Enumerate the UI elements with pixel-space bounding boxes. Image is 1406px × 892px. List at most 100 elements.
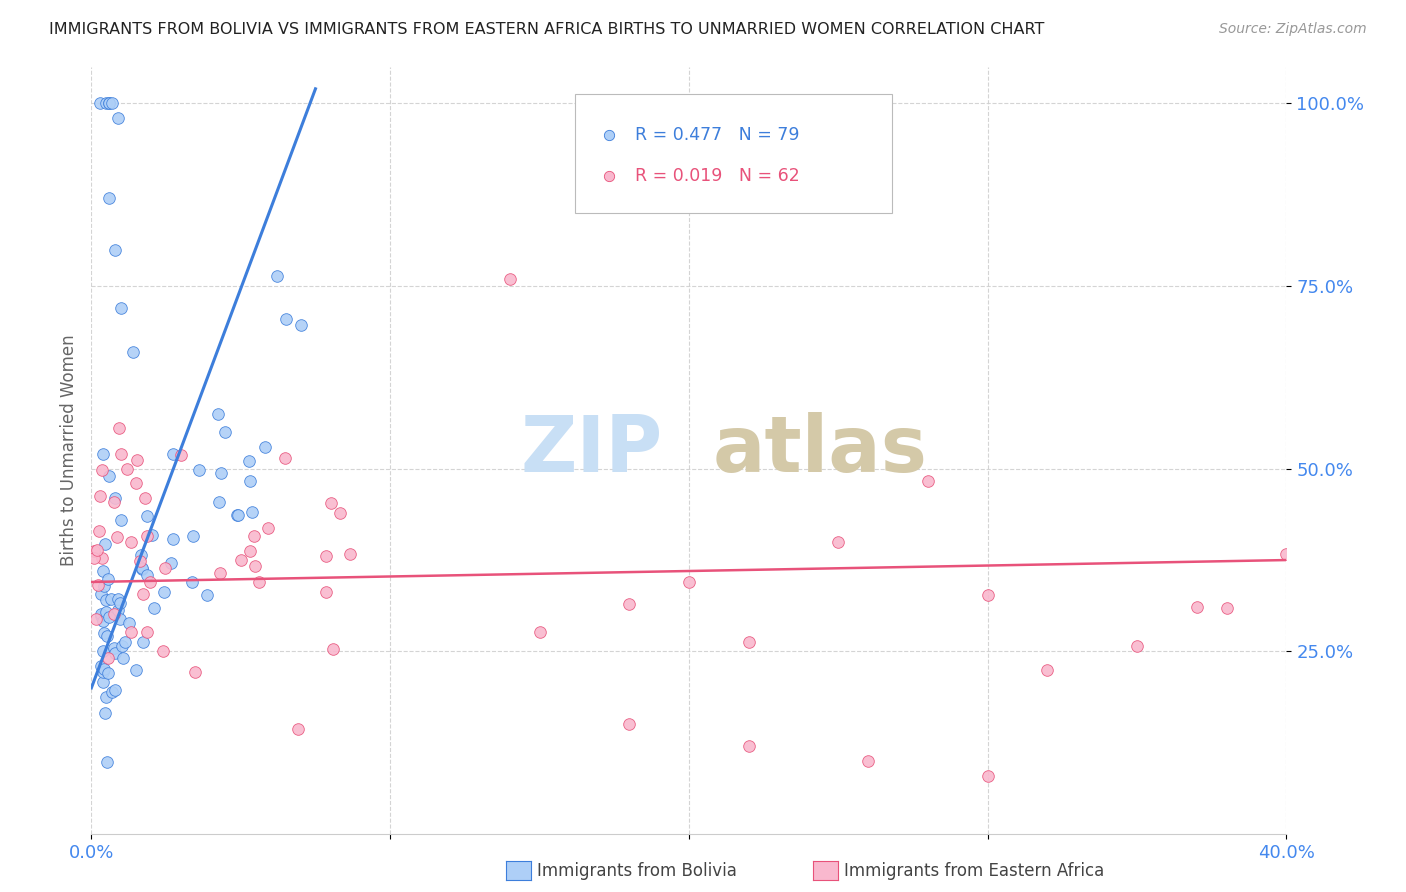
Point [101, 96, 124, 111]
Point [103, 607, 125, 621]
Point [208, 495, 231, 509]
Point [104, 243, 127, 257]
Point [110, 301, 132, 315]
Point [131, 586, 153, 600]
Point [619, 717, 641, 731]
Point [321, 642, 343, 657]
Point [315, 584, 337, 599]
Point [136, 509, 159, 524]
Point [103, 495, 125, 509]
Point [93, 662, 115, 676]
Point [1126, 639, 1149, 653]
Point [125, 476, 148, 491]
Point [111, 639, 134, 653]
Point [91, 614, 114, 628]
Point [107, 111, 129, 125]
Point [152, 644, 174, 658]
Point [94, 706, 117, 720]
Point [108, 421, 131, 435]
Point [329, 506, 352, 520]
Point [243, 529, 266, 543]
Point [917, 474, 939, 488]
Point [120, 534, 142, 549]
Point [737, 739, 759, 754]
Point [170, 449, 193, 463]
Point [93, 447, 115, 461]
Point [162, 447, 184, 461]
Point [253, 440, 276, 454]
Point [94, 593, 117, 607]
Point [110, 513, 132, 527]
Point [97, 665, 120, 680]
Point [86, 543, 108, 558]
Point [131, 635, 153, 649]
Point [153, 561, 176, 575]
Point [184, 665, 207, 680]
Point [98, 469, 121, 483]
Point [91, 675, 114, 690]
Point [131, 561, 153, 575]
Point [1185, 599, 1208, 614]
Point [118, 615, 141, 630]
Point [125, 453, 148, 467]
Text: Immigrants from Bolivia: Immigrants from Bolivia [537, 862, 737, 880]
Point [499, 272, 522, 286]
Point [89, 489, 111, 503]
Point [243, 559, 266, 574]
Point [94, 690, 117, 704]
Point [120, 625, 142, 640]
Point [91, 644, 114, 658]
Text: Source: ZipAtlas.com: Source: ZipAtlas.com [1219, 22, 1367, 37]
Point [136, 567, 159, 582]
Point [827, 535, 849, 549]
Point [105, 530, 128, 544]
Point [136, 528, 159, 542]
Point [93, 625, 115, 640]
Point [83, 551, 105, 566]
Point [1275, 547, 1298, 561]
Point [84, 612, 107, 626]
Point [239, 474, 262, 488]
Point [226, 508, 249, 523]
Point [104, 491, 127, 505]
Point [274, 312, 297, 326]
FancyBboxPatch shape [575, 94, 891, 212]
Point [96, 755, 118, 769]
Point [101, 685, 124, 699]
Point [90, 463, 112, 477]
Point [290, 318, 312, 332]
Point [162, 533, 184, 547]
Point [143, 601, 166, 615]
Point [97, 572, 120, 586]
Point [97, 650, 120, 665]
Point [225, 508, 247, 523]
Point [98, 96, 121, 111]
Point [112, 650, 135, 665]
Point [274, 450, 297, 465]
Point [98, 96, 121, 111]
Text: IMMIGRANTS FROM BOLIVIA VS IMMIGRANTS FROM EASTERN AFRICA BIRTHS TO UNMARRIED WO: IMMIGRANTS FROM BOLIVIA VS IMMIGRANTS FR… [49, 22, 1045, 37]
Text: ZIP: ZIP [520, 412, 662, 489]
Point [90, 587, 112, 601]
Point [229, 553, 252, 567]
Point [90, 607, 112, 621]
Point [98, 609, 121, 624]
Point [240, 505, 263, 519]
Point [287, 723, 309, 737]
Text: R = 0.477   N = 79: R = 0.477 N = 79 [636, 126, 800, 144]
Point [315, 549, 337, 564]
Point [1216, 601, 1239, 615]
Point [976, 588, 998, 602]
Point [209, 466, 232, 480]
Point [89, 96, 111, 111]
Point [858, 754, 880, 768]
Point [110, 447, 132, 461]
Point [83, 544, 105, 558]
Point [239, 544, 262, 558]
Point [122, 344, 145, 359]
Text: R = 0.019   N = 62: R = 0.019 N = 62 [636, 167, 800, 185]
Point [129, 554, 152, 568]
Point [103, 646, 125, 660]
Point [94, 605, 117, 619]
Point [737, 635, 759, 649]
